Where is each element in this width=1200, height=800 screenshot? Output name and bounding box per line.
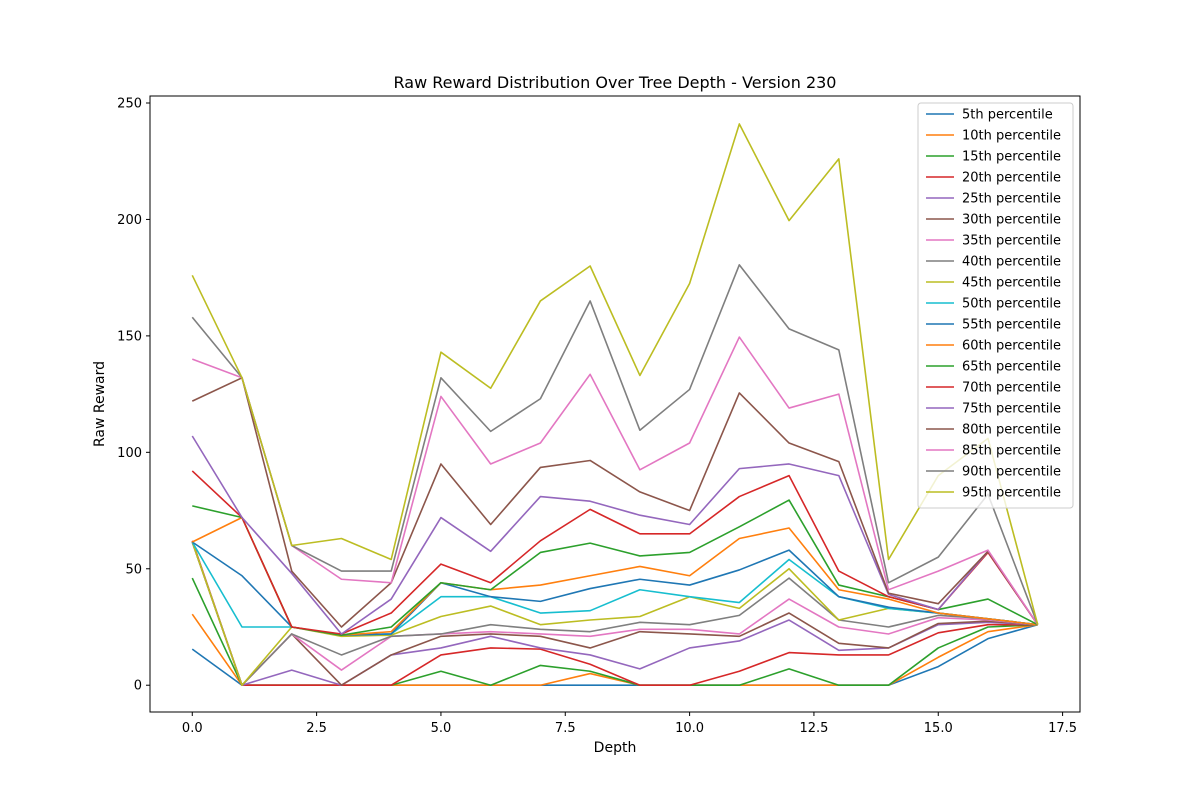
legend-box [917,102,1074,509]
legend-label: 45th percentile [962,276,1061,291]
y-tick-label: 150 [117,329,142,344]
legend-label: 10th percentile [962,129,1061,144]
y-axis-label: Raw Reward [92,361,108,447]
legend-label: 35th percentile [962,234,1061,249]
series-line [191,376,1039,628]
legend-label: 20th percentile [962,171,1061,186]
legend-label: 65th percentile [962,360,1061,375]
legend-label: 75th percentile [962,402,1061,417]
x-tick-label: 12.5 [799,721,828,736]
legend-label: 25th percentile [962,192,1061,207]
legend-label: 70th percentile [962,381,1061,396]
x-tick-label: 7.5 [555,721,576,736]
y-tick-label: 250 [117,96,142,111]
legend-label: 5th percentile [962,108,1053,123]
y-tick-label: 0 [134,679,142,694]
x-tick-label: 10.0 [675,721,704,736]
legend-label: 95th percentile [962,486,1061,501]
legend-label: 85th percentile [962,444,1061,459]
legend-label: 30th percentile [962,213,1061,228]
legend-label: 15th percentile [962,150,1061,165]
series-line [191,123,1039,625]
legend: 5th percentile 10th percentile 15th percen… [917,102,1074,509]
series-line [191,336,1039,626]
legend-label: 50th percentile [962,297,1061,312]
series-line [191,435,1039,635]
x-tick-label: 0.0 [182,721,203,736]
series-line [191,541,1038,687]
x-tick-label: 17.5 [1048,721,1077,736]
plot-frame [149,95,1081,713]
series-line [191,541,1038,687]
series-line [191,540,1038,687]
legend-label: 60th percentile [962,339,1061,354]
legend-label: 40th percentile [962,255,1061,270]
x-axis: 0.0 2.5 5.0 7.5 10.0 12.5 15.0 17.5 [182,712,1077,736]
y-tick-label: 100 [117,446,142,461]
series-line [191,264,1039,625]
x-axis-label: Depth [594,740,637,756]
x-tick-label: 15.0 [924,721,953,736]
legend-label: 55th percentile [962,318,1061,333]
plot-lines [191,123,1039,687]
legend-label: 90th percentile [962,465,1061,480]
y-tick-label: 200 [117,213,142,228]
chart-title: Raw Reward Distribution Over Tree Depth … [394,73,837,92]
x-tick-label: 2.5 [306,721,327,736]
y-axis: 0 50 100 150 200 250 [117,96,150,694]
series-line [191,470,1039,635]
y-tick-label: 50 [125,562,142,577]
x-tick-label: 5.0 [431,721,452,736]
legend-label: 80th percentile [962,423,1061,438]
series-line [191,541,1038,687]
